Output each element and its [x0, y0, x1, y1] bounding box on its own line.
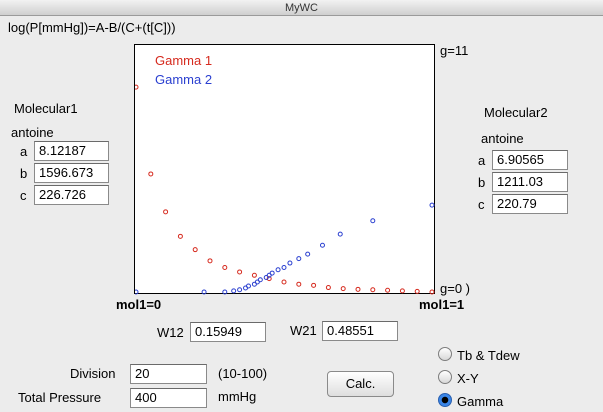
gamma2-point	[319, 242, 325, 248]
window-title: MyWC	[285, 2, 318, 14]
radio-x-y-label[interactable]: X-Y	[457, 371, 479, 386]
gamma1-point	[414, 288, 420, 294]
division-label: Division	[70, 366, 116, 381]
w12-label: W12	[157, 325, 184, 340]
gamma1-point	[385, 287, 391, 293]
gamma1-point	[148, 171, 154, 177]
gamma2-point	[287, 260, 293, 266]
total-pressure-input[interactable]: 400	[130, 388, 207, 408]
radio-tb-tdew[interactable]	[438, 347, 452, 361]
molecular2-a-label: a	[478, 153, 486, 168]
gamma1-point	[163, 209, 169, 215]
window-title-bar: MyWC	[0, 0, 603, 16]
molecular1-a-label: a	[20, 144, 28, 159]
gamma2-point	[305, 251, 311, 257]
x-left-label: mol1=0	[116, 297, 162, 312]
gamma1-point	[355, 286, 361, 292]
molecular2-c-label: c	[478, 197, 485, 212]
radio-x-y[interactable]	[438, 370, 452, 384]
molecular2-b-input[interactable]: 1211.03	[492, 172, 568, 192]
gamma2-point	[231, 288, 237, 294]
molecular2-b-label: b	[478, 175, 486, 190]
gamma1-point	[296, 281, 302, 287]
gamma1-point	[340, 286, 346, 292]
division-input[interactable]: 20	[130, 364, 207, 384]
gamma2-point	[281, 265, 287, 270]
gamma2-point	[257, 277, 263, 283]
gamma2-point	[269, 270, 275, 276]
molecular1-a-input[interactable]: 8.12187	[34, 141, 109, 161]
molecular1-antoine-label: antoine	[11, 125, 54, 140]
pressure-unit-label: mmHg	[218, 389, 257, 404]
gamma1-point	[222, 265, 228, 270]
w12-input[interactable]: 0.15949	[190, 322, 266, 342]
gamma1-point	[281, 279, 287, 285]
legend-gamma1: Gamma 1	[155, 53, 213, 68]
total-pressure-label: Total Pressure	[18, 390, 102, 405]
radio-tb-tdew-label[interactable]: Tb & Tdew	[457, 348, 520, 363]
y-top-label: g=11	[440, 43, 469, 58]
gamma1-point	[399, 288, 405, 294]
molecular1-b-label: b	[20, 166, 28, 181]
w21-input[interactable]: 0.48551	[322, 321, 398, 341]
gamma1-point	[266, 276, 272, 282]
gamma1-point	[237, 269, 243, 275]
gamma2-point	[237, 287, 243, 293]
molecular2-antoine-label: antoine	[481, 131, 524, 146]
gamma1-point	[370, 287, 376, 293]
radio-gamma[interactable]	[438, 393, 452, 407]
gamma1-point	[311, 282, 317, 288]
gamma1-point	[429, 289, 435, 295]
gamma2-point	[370, 218, 376, 224]
antoine-formula: log(P[mmHg])=A-B/(C+(t[C]))	[8, 20, 176, 35]
molecular1-c-label: c	[20, 188, 27, 203]
molecular1-title: Molecular1	[14, 101, 78, 116]
legend-gamma2: Gamma 2	[155, 72, 213, 87]
division-range-label: (10-100)	[218, 366, 268, 381]
y-bottom-label: g=0 )	[440, 281, 470, 296]
gamma2-point	[135, 289, 139, 295]
radio-gamma-label[interactable]: Gamma	[457, 394, 504, 409]
gamma1-point	[325, 285, 331, 291]
gamma2-point	[337, 231, 343, 237]
w21-label: W21	[290, 323, 317, 338]
molecular1-c-input[interactable]: 226.726	[34, 185, 109, 205]
gamma1-point	[251, 272, 257, 278]
gamma2-point	[275, 267, 281, 273]
gamma1-point	[135, 84, 139, 90]
molecular2-a-input[interactable]: 6.90565	[492, 150, 568, 170]
calc-button[interactable]: Calc.	[327, 371, 394, 397]
molecular1-b-input[interactable]: 1596.673	[34, 163, 109, 183]
gamma2-point	[222, 289, 228, 295]
plot-canvas	[135, 84, 435, 295]
molecular2-title: Molecular2	[484, 105, 548, 120]
gamma-plot: Gamma 1 Gamma 2	[134, 44, 435, 295]
gamma2-point	[245, 283, 251, 289]
gamma1-point	[192, 247, 198, 253]
gamma2-point	[429, 202, 435, 208]
gamma1-point	[207, 258, 213, 264]
molecular2-c-input[interactable]: 220.79	[492, 194, 568, 214]
gamma1-point	[177, 233, 183, 239]
gamma2-point	[296, 256, 302, 262]
gamma2-point	[201, 289, 207, 295]
x-right-label: mol1=1	[419, 297, 465, 312]
